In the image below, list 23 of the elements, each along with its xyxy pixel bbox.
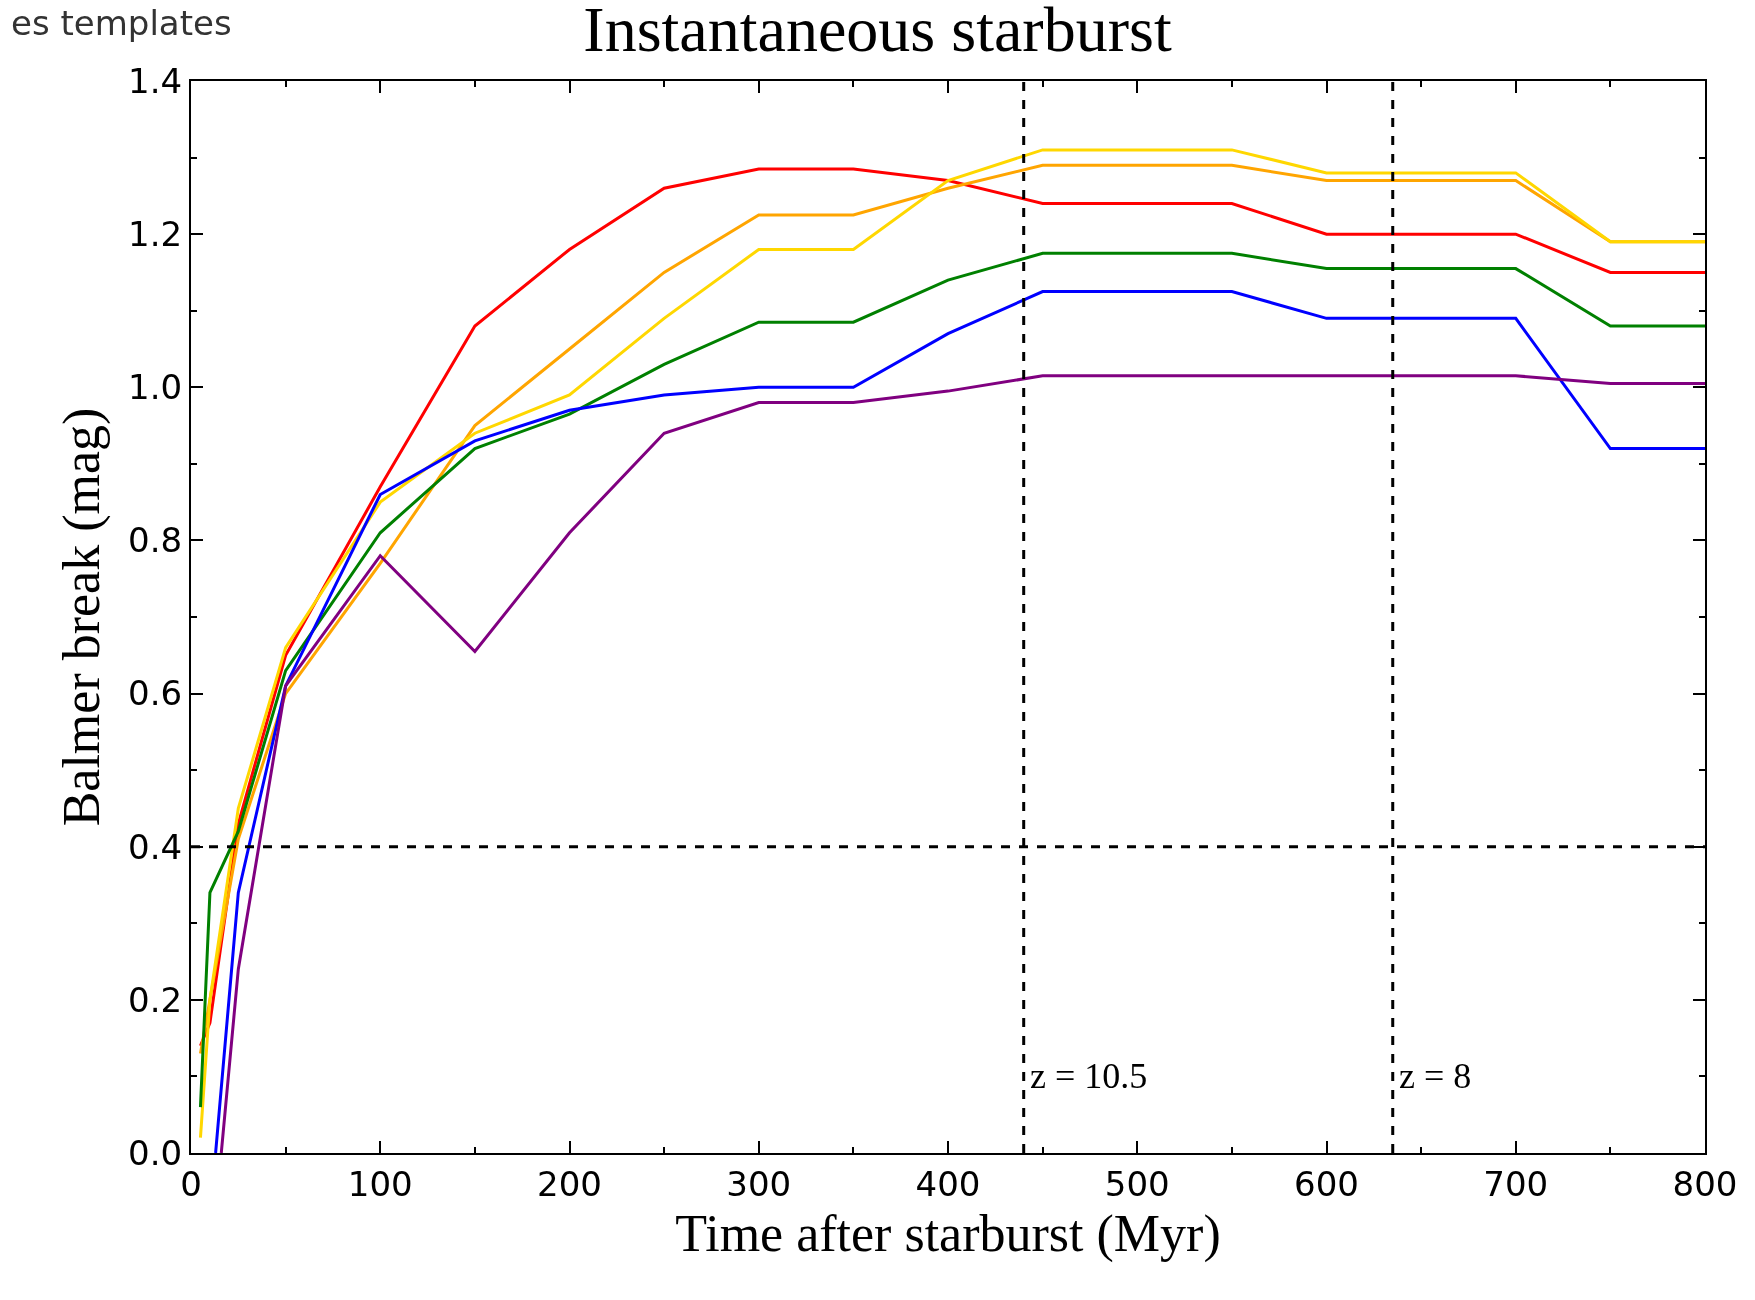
chart-title: Instantaneous starburst bbox=[583, 0, 1172, 66]
text: es templates bbox=[11, 3, 232, 43]
annotation: z = 10.5 bbox=[1030, 1056, 1148, 1096]
y-tick-label: 0.8 bbox=[128, 520, 183, 561]
x-tick-label: 200 bbox=[537, 1163, 602, 1204]
y-axis-title: Balmer break (mag) bbox=[52, 407, 111, 827]
annotation: z = 8 bbox=[1399, 1056, 1472, 1096]
y-tick-label: 0.0 bbox=[128, 1132, 183, 1173]
x-tick-label: 0 bbox=[180, 1163, 202, 1204]
x-axis-title: Time after starburst (Myr) bbox=[675, 1205, 1221, 1264]
y-tick-label: 1.4 bbox=[128, 60, 183, 101]
x-tick-label: 300 bbox=[726, 1163, 792, 1204]
y-tick-label: 0.2 bbox=[128, 979, 183, 1020]
y-tick-label: 0.6 bbox=[128, 673, 183, 714]
y-tick-label: 1.0 bbox=[128, 367, 183, 408]
x-tick-label: 700 bbox=[1483, 1163, 1549, 1204]
y-tick-label: 0.4 bbox=[128, 826, 183, 867]
x-tick-label: 100 bbox=[347, 1163, 413, 1204]
y-tick-label: 1.2 bbox=[128, 214, 183, 255]
x-tick-label: 400 bbox=[915, 1163, 981, 1204]
x-tick-label: 600 bbox=[1294, 1163, 1359, 1204]
x-tick-label: 800 bbox=[1672, 1163, 1738, 1204]
x-tick-label: 500 bbox=[1104, 1163, 1170, 1204]
